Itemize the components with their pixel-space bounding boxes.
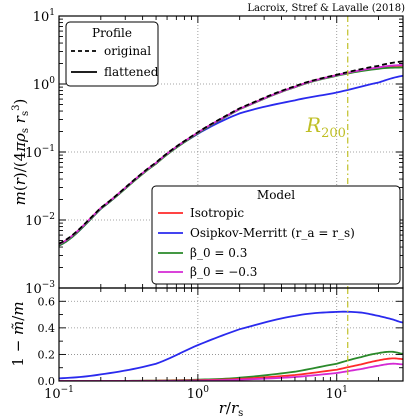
bottom-panel-series: [59, 310, 403, 381]
profile-legend-entry-flattened: flattened: [104, 65, 159, 79]
model-legend-title: Model: [257, 188, 295, 202]
profile-legend: Profile original flattened: [65, 21, 159, 87]
xlabel-s: s: [238, 408, 243, 419]
top-y-axis-title: m(r)/(4πρs rs3): [11, 99, 31, 206]
top-y-axis-title-text: m(r)/(4πρs rs3): [11, 99, 31, 206]
top-y-tick-label-0-exp: −3: [42, 280, 56, 290]
credit-text: Lacroix, Stref & Lavalle (2018): [247, 3, 405, 14]
bottom-y-tick-label-0: 0.0: [38, 375, 56, 388]
ylabel2-m: m: [9, 301, 27, 315]
bottom-y-tick-label-3: 0.6: [38, 295, 56, 308]
top-y-tick-label-4-exp: 1: [49, 8, 55, 18]
top-series-4: [59, 60, 403, 245]
bottom-y-tick-label-1: 0.2: [38, 348, 56, 361]
x-tick-label-2-base: 10: [326, 387, 343, 402]
ylabel-part-s3: s: [20, 111, 31, 116]
profile-legend-title: Profile: [92, 26, 132, 40]
top-y-tick-label-0: 10−3: [25, 280, 55, 297]
ylabel-part-pi: πρ: [11, 133, 29, 153]
top-y-tick-label-3-base: 10: [33, 78, 50, 93]
x-axis-title: r/rs: [219, 399, 244, 419]
bottom-series-0: [59, 310, 403, 380]
x-tick-label-0-base: 10: [44, 387, 61, 402]
bottom-y-axis-title-text: 1 − m̃/m: [9, 301, 27, 366]
xlabel-slash: /: [226, 399, 232, 417]
ylabel2-slash: /: [9, 315, 27, 321]
top-y-tick-label-4-base: 10: [33, 10, 50, 25]
profile-legend-entry-original: original: [104, 44, 151, 58]
top-y-tick-label-2-exp: −1: [42, 144, 55, 154]
top-y-tick-label-2-base: 10: [25, 146, 42, 161]
ylabel-part-s: s: [20, 128, 31, 133]
top-y-tick-label-3-exp: 0: [49, 76, 55, 86]
x-tick-label-2-exp: 1: [342, 385, 348, 395]
top-y-tick-label-2: 10−1: [25, 144, 55, 161]
top-y-tick-label-0-base: 10: [25, 282, 42, 297]
model-legend-entry-beta-pos: β_0 = 0.3: [190, 246, 247, 260]
top-panel-series: [59, 60, 403, 247]
r200-annotation-sub: 200: [321, 126, 346, 141]
model-legend-entry-osipkov: Osipkov-Merritt (r_a = r_s): [190, 226, 355, 240]
ylabel-part-m: m: [11, 191, 29, 205]
ylabel-part-rs: r: [11, 115, 29, 128]
top-y-tick-label-1: 10−2: [25, 212, 55, 229]
ylabel-part-close: ): [11, 99, 29, 105]
model-legend-entry-isotropic: Isotropic: [190, 206, 244, 220]
xlabel-rs: r: [231, 399, 239, 417]
x-tick-label-1-base: 10: [187, 387, 204, 402]
ylabel2-one: 1 −: [9, 335, 27, 367]
bottom-y-axis-title: 1 − m̃/m: [9, 301, 27, 366]
xlabel-r: r: [219, 399, 227, 417]
x-tick-label-1: 100: [187, 385, 210, 402]
top-y-tick-label-1-exp: −2: [42, 212, 55, 222]
ylabel-part-r: r: [11, 177, 29, 185]
top-y-tick-label-1-base: 10: [25, 214, 42, 229]
r200-annotation: R200: [305, 113, 346, 141]
top-y-tick-label-4: 101: [33, 8, 55, 25]
x-tick-label-0: 10−1: [44, 385, 74, 402]
bottom-panel-frame: [58, 287, 404, 382]
profile-legend-box: [65, 21, 159, 87]
model-legend: Model Isotropic Osipkov-Merritt (r_a = r…: [151, 185, 401, 285]
r200-annotation-r: R: [305, 113, 321, 137]
model-legend-entry-beta-neg: β_0 = −0.3: [190, 265, 257, 279]
x-tick-label-1-exp: 0: [203, 385, 209, 395]
ylabel-part-paren: (: [11, 185, 29, 191]
bottom-panel-grid: [59, 288, 403, 381]
model-legend-box: [151, 185, 401, 285]
x-tick-label-2: 101: [326, 385, 348, 402]
top-y-tick-label-3: 100: [33, 76, 56, 93]
x-tick-label-0-exp: −1: [61, 385, 74, 395]
bottom-y-tick-label-2: 0.4: [38, 322, 56, 335]
ylabel-part-cube: 3: [11, 104, 22, 110]
ylabel-part-div: )/(4: [11, 152, 29, 178]
ylabel2-mtilde: m̃: [9, 321, 27, 335]
